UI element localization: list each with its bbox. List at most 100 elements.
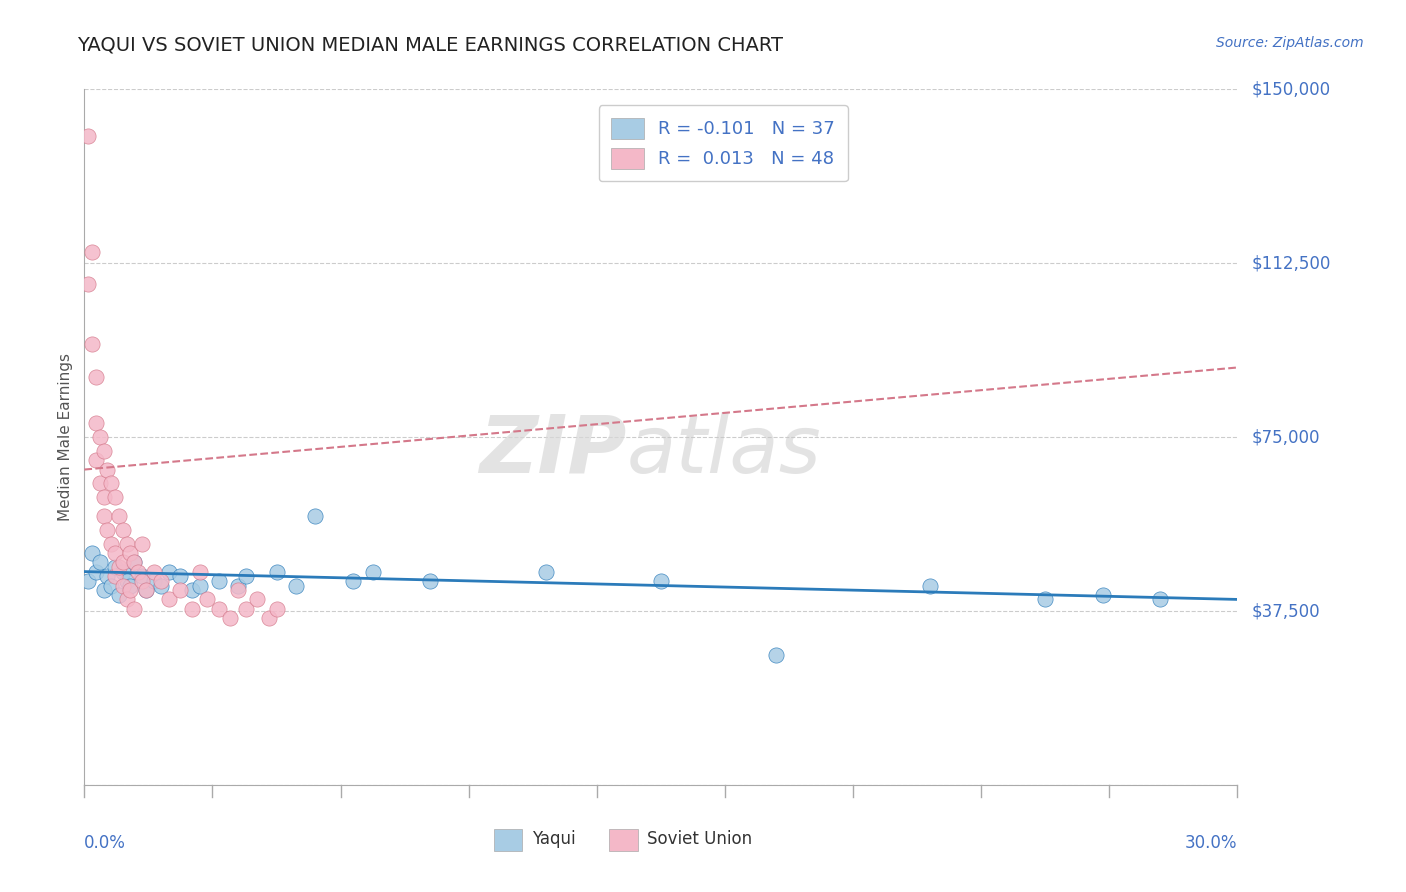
Text: $37,500: $37,500 (1251, 602, 1320, 620)
Point (1149, 592, 1171, 607)
Point (115, 537, 138, 551)
Point (131, 574, 153, 588)
Point (131, 569, 153, 583)
Point (93, 508, 115, 523)
Point (150, 578, 173, 592)
Point (142, 565, 165, 579)
Point (84, 416, 107, 430)
Point (124, 555, 146, 569)
Point (169, 569, 191, 583)
Point (195, 592, 218, 607)
Point (169, 583, 191, 598)
Point (419, 574, 441, 588)
Point (765, 648, 787, 662)
Bar (609, 829, 638, 851)
Point (246, 592, 269, 607)
Point (104, 546, 127, 560)
Text: Soviet Union: Soviet Union (647, 830, 752, 848)
Point (120, 546, 142, 560)
Point (111, 565, 134, 579)
Point (124, 601, 146, 615)
Point (84, 453, 107, 467)
Point (104, 560, 127, 574)
Point (266, 565, 288, 579)
Point (135, 583, 157, 598)
Point (100, 537, 122, 551)
Point (150, 574, 173, 588)
Point (157, 592, 180, 607)
Text: YAQUI VS SOVIET UNION MEDIAN MALE EARNINGS CORRELATION CHART: YAQUI VS SOVIET UNION MEDIAN MALE EARNIN… (77, 36, 783, 54)
Text: ZIP: ZIP (479, 412, 626, 490)
Point (96, 569, 118, 583)
Point (115, 592, 138, 607)
Text: Yaqui: Yaqui (531, 830, 575, 848)
Point (93, 491, 115, 505)
Point (108, 508, 131, 523)
Point (650, 574, 672, 588)
Point (266, 601, 288, 615)
Point (80, 546, 103, 560)
Point (89, 476, 111, 491)
Point (188, 578, 211, 592)
Point (100, 476, 122, 491)
Point (104, 569, 127, 583)
Point (93, 444, 115, 458)
Point (120, 583, 142, 598)
Point (235, 601, 257, 615)
Point (111, 555, 134, 569)
Point (84, 565, 107, 579)
Point (135, 583, 157, 598)
Point (918, 578, 941, 592)
Point (131, 537, 153, 551)
Text: $150,000: $150,000 (1251, 80, 1330, 98)
Point (111, 578, 134, 592)
Point (104, 491, 127, 505)
Point (1033, 592, 1056, 607)
Point (534, 565, 557, 579)
Point (96, 523, 118, 537)
Text: Source: ZipAtlas.com: Source: ZipAtlas.com (1216, 36, 1364, 50)
Point (142, 574, 165, 588)
Point (96, 462, 118, 476)
Point (77, 277, 100, 291)
Point (219, 611, 242, 625)
Point (111, 523, 134, 537)
Point (127, 565, 149, 579)
Y-axis label: Median Male Earnings: Median Male Earnings (58, 353, 73, 521)
Point (226, 583, 249, 598)
Point (115, 574, 138, 588)
Point (284, 578, 307, 592)
Point (89, 555, 111, 569)
Point (181, 601, 204, 615)
Point (208, 601, 231, 615)
Point (80, 337, 103, 351)
Point (77, 574, 100, 588)
Point (80, 244, 103, 259)
Point (157, 565, 180, 579)
Point (100, 578, 122, 592)
Text: atlas: atlas (626, 412, 821, 490)
Point (235, 569, 257, 583)
Point (361, 565, 384, 579)
Point (77, 128, 100, 143)
Point (188, 565, 211, 579)
Point (108, 560, 131, 574)
Point (89, 430, 111, 444)
Point (124, 555, 146, 569)
Point (304, 508, 326, 523)
Point (108, 588, 131, 602)
Bar (494, 829, 523, 851)
Text: $112,500: $112,500 (1251, 254, 1330, 272)
Point (226, 578, 249, 592)
Point (342, 574, 364, 588)
Legend: R = -0.101   N = 37, R =  0.013   N = 48: R = -0.101 N = 37, R = 0.013 N = 48 (599, 105, 848, 181)
Point (257, 611, 280, 625)
Text: $75,000: $75,000 (1251, 428, 1320, 446)
Point (1091, 588, 1114, 602)
Point (181, 583, 204, 598)
Point (120, 578, 142, 592)
Text: 30.0%: 30.0% (1185, 834, 1237, 852)
Point (93, 583, 115, 598)
Text: 0.0%: 0.0% (84, 834, 127, 852)
Point (84, 369, 107, 384)
